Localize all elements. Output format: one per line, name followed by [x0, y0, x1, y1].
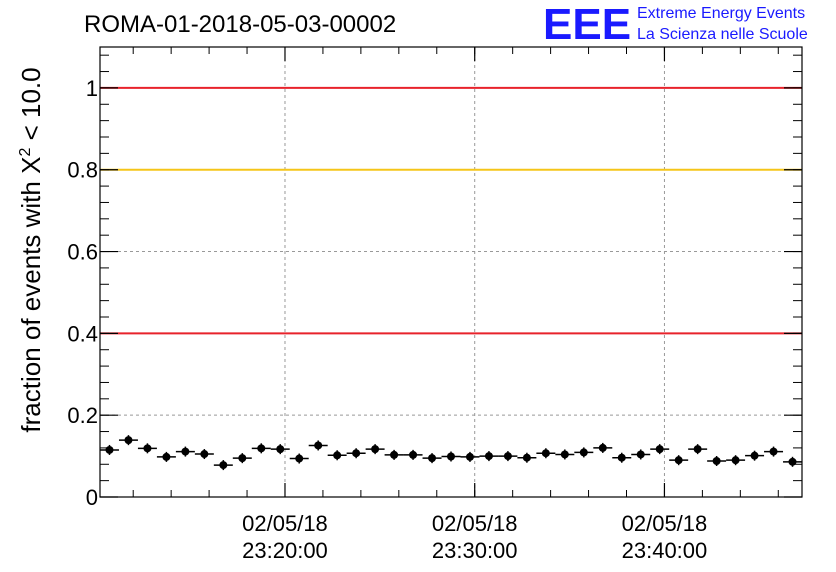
data-point [251, 443, 271, 454]
data-point-marker [314, 441, 323, 450]
data-point [194, 449, 214, 460]
data-point-marker [181, 447, 190, 456]
x-tick-label-date: 02/05/18 [432, 511, 518, 536]
data-point [270, 444, 290, 455]
data-point [384, 449, 404, 460]
y-tick-label: 0.8 [67, 158, 98, 183]
y-axis-label: fraction of events with X2 < 10.0 [16, 67, 46, 432]
data-point-marker [522, 453, 531, 462]
data-point [555, 449, 575, 460]
data-point-marker [560, 450, 569, 459]
data-point-marker [617, 453, 626, 462]
eee-logo-line-2: La Scienza nelle Scuole [637, 26, 808, 43]
data-point [175, 446, 195, 457]
x-tick-label-time: 23:40:00 [622, 538, 708, 563]
data-point [289, 453, 309, 464]
data-point [688, 444, 708, 455]
y-tick-label: 0 [86, 485, 98, 510]
data-point [650, 444, 670, 455]
data-point [498, 451, 518, 462]
data-point [631, 449, 651, 460]
data-point [441, 451, 461, 462]
data-point [669, 455, 689, 466]
data-point [745, 450, 765, 461]
data-point-marker [750, 451, 759, 460]
reference-lines [100, 86, 802, 335]
data-points [100, 435, 802, 471]
x-tick-label-date: 02/05/18 [622, 511, 708, 536]
data-point-marker [693, 445, 702, 454]
data-point-marker [598, 443, 607, 452]
x-tick-label-date: 02/05/18 [242, 511, 328, 536]
data-point-marker [143, 444, 152, 453]
data-point [593, 442, 613, 453]
data-point [574, 447, 594, 458]
data-point-marker [219, 461, 228, 470]
data-point-marker [257, 444, 266, 453]
eee-logo-mark: EEE [543, 0, 631, 49]
data-point [346, 448, 366, 459]
data-point [783, 456, 802, 467]
data-point-marker [636, 450, 645, 459]
data-point [479, 451, 499, 462]
data-point [213, 460, 233, 471]
data-point [764, 446, 784, 457]
data-point [726, 455, 746, 466]
data-point-marker [333, 451, 342, 460]
data-point [100, 444, 119, 455]
data-point [517, 452, 537, 463]
data-point [403, 449, 423, 460]
data-point-marker [371, 445, 380, 454]
data-point [118, 435, 138, 446]
data-point-marker [162, 452, 171, 461]
axes: 00.20.40.60.8102/05/1823:20:0002/05/1823… [67, 46, 803, 563]
y-tick-label: 0.4 [67, 321, 98, 346]
data-point [460, 451, 480, 462]
eee-logo: EEE Extreme Energy Events La Scienza nel… [543, 0, 808, 49]
data-point [137, 443, 157, 454]
chart-title: ROMA-01-2018-05-03-00002 [84, 11, 396, 38]
data-point-marker [238, 454, 247, 463]
data-point-marker [276, 445, 285, 454]
data-point-marker [465, 452, 474, 461]
data-point-marker [788, 457, 797, 466]
data-point-marker [409, 450, 418, 459]
data-point [308, 440, 328, 451]
data-point-marker [124, 436, 133, 445]
data-point-marker [352, 449, 361, 458]
eee-logo-line-1: Extreme Energy Events [637, 5, 805, 22]
data-point-marker [390, 450, 399, 459]
data-point [707, 456, 727, 466]
data-point [365, 444, 385, 455]
data-point-marker [731, 456, 740, 465]
grid-lines [100, 47, 802, 497]
data-point-marker [200, 450, 209, 459]
y-tick-label: 1 [86, 76, 98, 101]
x-tick-label-time: 23:30:00 [432, 538, 518, 563]
data-point [156, 451, 176, 462]
data-point-marker [428, 454, 437, 463]
data-point-marker [295, 454, 304, 463]
data-point-marker [484, 452, 493, 461]
data-point [536, 448, 556, 459]
data-point [612, 452, 632, 463]
data-point-marker [655, 445, 664, 454]
x-tick-label-time: 23:20:00 [242, 538, 328, 563]
data-point-marker [105, 445, 114, 454]
data-point-marker [503, 452, 512, 461]
data-point-marker [579, 448, 588, 457]
y-tick-label: 0.2 [67, 403, 98, 428]
data-point-marker [769, 447, 778, 456]
data-point-marker [674, 456, 683, 465]
data-point [232, 453, 252, 464]
data-point [327, 450, 347, 461]
data-point-marker [541, 449, 550, 458]
data-point [422, 453, 442, 464]
data-point-marker [712, 457, 721, 465]
y-tick-label: 0.6 [67, 240, 98, 265]
data-point-marker [447, 452, 455, 461]
plot-frame [99, 46, 803, 498]
